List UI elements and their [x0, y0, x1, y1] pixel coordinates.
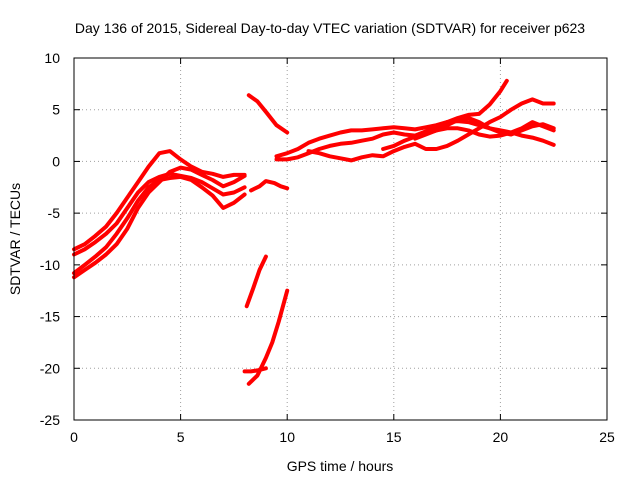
y-tick-label-2: -15 — [40, 309, 60, 325]
x-tick-label-0: 0 — [70, 429, 78, 445]
tick-layer: 0 5 10 15 20 25 -25 -20 -15 -10 -5 0 5 10 — [40, 50, 615, 445]
y-tick-label-1: -20 — [40, 360, 60, 376]
y-tick-label-7: 10 — [44, 50, 60, 66]
series-line-track-9 — [249, 179, 290, 193]
series-line-track-2 — [72, 171, 247, 257]
series-line-track-7 — [244, 254, 268, 309]
y-tick-label-0: -25 — [40, 412, 60, 428]
x-tick-label-1: 5 — [177, 429, 185, 445]
series-line-track-11 — [274, 78, 509, 162]
y-axis-label: SDTVAR / TECUs — [7, 183, 23, 295]
y-tick-label-5: 0 — [52, 153, 60, 169]
series-line-track-14 — [413, 116, 556, 141]
series-line-track-4 — [72, 165, 247, 280]
series-line-track-1 — [72, 149, 247, 252]
y-tick-label-3: -10 — [40, 257, 60, 273]
series-layer — [72, 78, 556, 386]
chart-title: Day 136 of 2015, Sidereal Day-to-day VTE… — [75, 20, 585, 36]
x-axis-label: GPS time / hours — [287, 458, 394, 474]
series-line-track-12 — [306, 97, 556, 163]
x-tick-label-2: 10 — [279, 429, 295, 445]
grid-layer — [74, 58, 607, 420]
y-tick-label-4: -5 — [48, 205, 61, 221]
x-tick-label-3: 15 — [386, 429, 402, 445]
x-tick-label-5: 25 — [599, 429, 615, 445]
series-line-track-8 — [246, 288, 290, 386]
plot-frame — [73, 57, 608, 421]
series-line-track-13 — [381, 120, 556, 151]
series-line-track-5 — [246, 93, 290, 135]
x-tick-label-4: 20 — [493, 429, 509, 445]
y-tick-label-6: 5 — [52, 102, 60, 118]
